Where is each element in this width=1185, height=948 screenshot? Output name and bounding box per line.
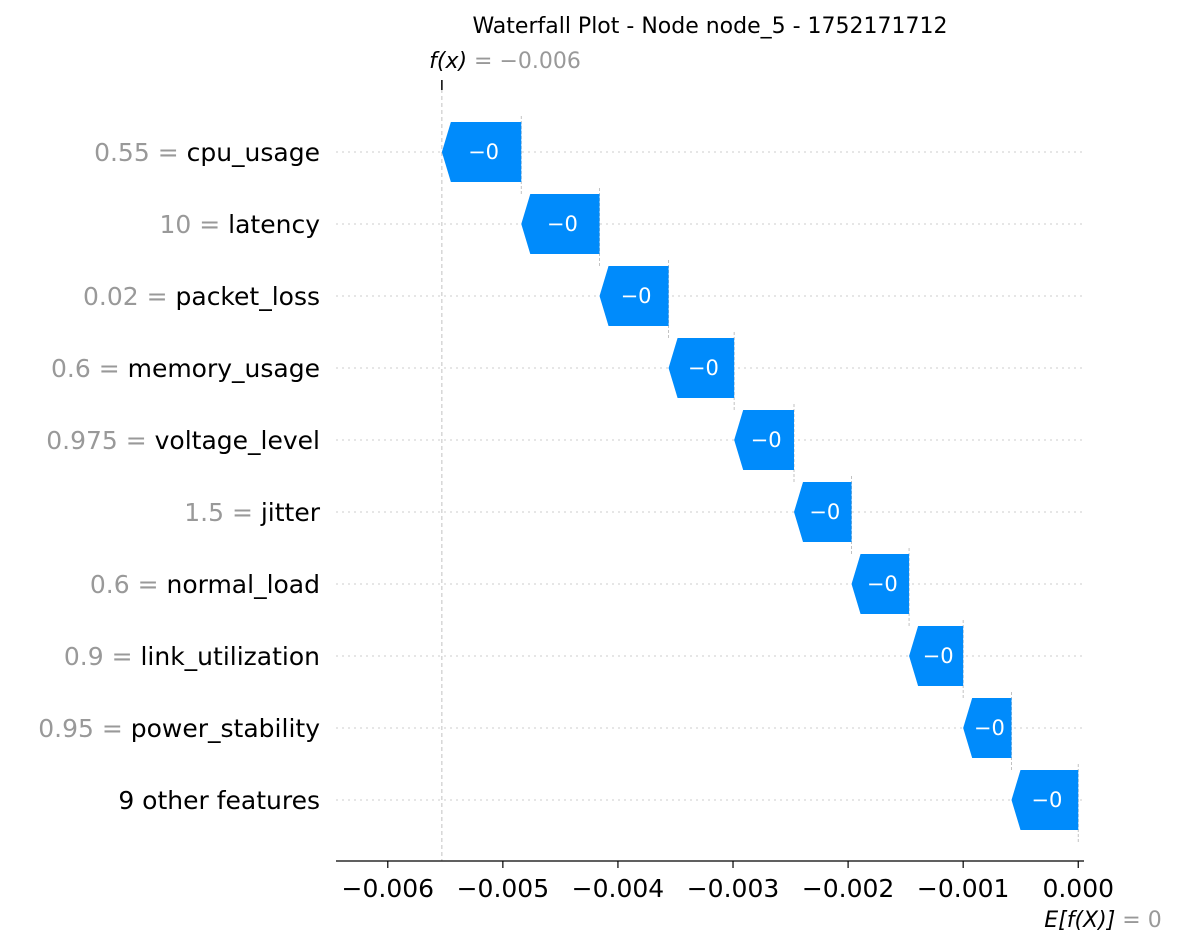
bar-value-label: −0 — [468, 140, 499, 164]
efx-label: E[f(X)] = 0 — [1044, 908, 1161, 933]
bar-layer: −0 −0 −0 −0 −0 −0 −0 −0 −0 −0 — [441, 122, 1079, 830]
feature-value: 0.02 = — [83, 282, 176, 311]
feature-name: jitter — [260, 498, 321, 527]
bar-value-label: −0 — [974, 716, 1005, 740]
bar-value-label: −0 — [688, 356, 719, 380]
y-axis-labels: 0.55 = cpu_usage 10 = latency 0.02 = packe… — [38, 138, 320, 815]
bar-value-label: −0 — [809, 500, 840, 524]
x-tick-label: −0.006 — [342, 874, 435, 903]
waterfall-bar — [734, 410, 795, 470]
feature-name: voltage_level — [155, 426, 320, 455]
x-tick-label: −0.003 — [687, 874, 780, 903]
feature-value: 0.9 = — [64, 642, 141, 671]
chart-title: Waterfall Plot - Node node_5 - 175217171… — [472, 14, 947, 39]
bar-value-label: −0 — [1031, 788, 1062, 812]
feature-name: packet_loss — [176, 282, 321, 311]
feature-value: 0.6 = — [90, 570, 167, 599]
bar-value-label: −0 — [923, 644, 954, 668]
waterfall-bar — [521, 194, 600, 254]
feature-name: link_utilization — [140, 642, 320, 671]
feature-label: 0.55 = cpu_usage — [94, 138, 320, 167]
bar-value-label: −0 — [621, 284, 652, 308]
x-tick-label: −0.002 — [802, 874, 895, 903]
feature-name: latency — [228, 210, 320, 239]
waterfall-bar — [1011, 770, 1079, 830]
feature-label: 1.5 = jitter — [184, 498, 320, 527]
feature-label: 0.975 = voltage_level — [46, 426, 320, 455]
waterfall-bar — [599, 266, 669, 326]
bar-value-label: −0 — [547, 212, 578, 236]
feature-label: 0.02 = packet_loss — [83, 282, 320, 311]
feature-value: 0.95 = — [38, 714, 131, 743]
waterfall-bar — [441, 122, 522, 182]
waterfall-bar — [668, 338, 735, 398]
x-tick-label: −0.004 — [572, 874, 665, 903]
waterfall-bar — [909, 626, 964, 686]
waterfall-bar — [794, 482, 852, 542]
x-axis: −0.006 −0.005 −0.004 −0.003 −0.002 −0.001 0.00… — [336, 860, 1114, 903]
feature-label: 0.95 = power_stability — [38, 714, 320, 743]
feature-value: 0.55 = — [94, 138, 187, 167]
bar-value-label: −0 — [751, 428, 782, 452]
fx-label-eq: = −0.006 — [467, 49, 581, 74]
efx-label-name: E[f(X)] — [1044, 908, 1115, 933]
feature-name: 9 other features — [118, 786, 320, 815]
x-tick-label: −0.001 — [917, 874, 1010, 903]
feature-label: 0.6 = memory_usage — [51, 354, 320, 383]
bar-value-label: −0 — [867, 572, 898, 596]
fx-label-name: f(x) — [429, 49, 467, 74]
feature-name: cpu_usage — [187, 138, 320, 167]
efx-label-eq: = 0 — [1115, 908, 1161, 933]
feature-value: 10 = — [160, 210, 229, 239]
feature-label: 10 = latency — [160, 210, 321, 239]
x-tick-label: −0.005 — [457, 874, 550, 903]
feature-value: 0.6 = — [51, 354, 128, 383]
waterfall-bar — [851, 554, 910, 614]
feature-name: memory_usage — [128, 354, 320, 383]
feature-value: 1.5 = — [184, 498, 261, 527]
fx-label: f(x) = −0.006 — [429, 49, 581, 74]
feature-value: 0.975 = — [46, 426, 154, 455]
feature-label: 0.9 = link_utilization — [64, 642, 320, 671]
feature-name: normal_load — [166, 570, 320, 599]
feature-label: 9 other features — [118, 786, 320, 815]
waterfall-bar — [963, 698, 1012, 758]
feature-name: power_stability — [131, 714, 320, 743]
feature-label: 0.6 = normal_load — [90, 570, 320, 599]
x-tick-label: 0.000 — [1042, 874, 1114, 903]
